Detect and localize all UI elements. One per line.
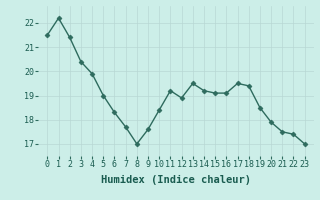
- X-axis label: Humidex (Indice chaleur): Humidex (Indice chaleur): [101, 175, 251, 185]
